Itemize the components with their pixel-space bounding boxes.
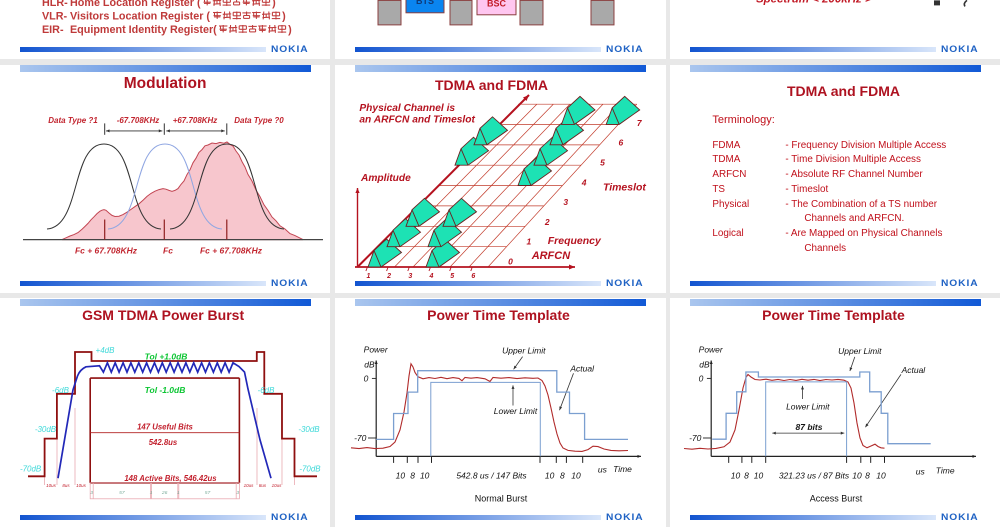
svg-text:an ARFCN and Timeslot: an ARFCN and Timeslot xyxy=(360,114,476,125)
svg-text:Equipment Identity Register(: Equipment Identity Register( xyxy=(70,24,217,36)
svg-text:542.8 us / 147 Bits: 542.8 us / 147 Bits xyxy=(457,471,528,481)
svg-text:3: 3 xyxy=(90,490,93,496)
svg-text:dB: dB xyxy=(365,360,376,370)
svg-text:dB: dB xyxy=(700,360,711,370)
svg-text:0: 0 xyxy=(699,374,704,384)
svg-text:Home Location Register (: Home Location Register ( xyxy=(70,0,201,9)
svg-text:10: 10 xyxy=(853,471,863,481)
svg-text:VLR-: VLR- xyxy=(42,10,68,22)
svg-text:-6dB: -6dB xyxy=(52,386,70,395)
svg-text:Frequency: Frequency xyxy=(548,235,602,246)
svg-text:5: 5 xyxy=(601,157,606,167)
svg-text:8: 8 xyxy=(745,471,750,481)
svg-text:Access Burst: Access Burst xyxy=(810,494,863,504)
svg-text:4: 4 xyxy=(429,273,434,280)
svg-text:10: 10 xyxy=(731,471,741,481)
svg-text:Lower Limit: Lower Limit xyxy=(494,406,538,416)
svg-text:8: 8 xyxy=(866,471,871,481)
svg-text:57: 57 xyxy=(205,490,211,496)
svg-text:10: 10 xyxy=(396,471,406,481)
svg-text:10us: 10us xyxy=(244,483,254,488)
svg-text:1: 1 xyxy=(367,273,371,280)
svg-text:542.8us: 542.8us xyxy=(149,438,178,447)
svg-text:321.23 us / 87 Bits: 321.23 us / 87 Bits xyxy=(779,471,850,481)
svg-text:HLR-: HLR- xyxy=(42,0,68,9)
svg-text:Tol +1.0dB: Tol +1.0dB xyxy=(145,352,188,362)
svg-text:26: 26 xyxy=(161,490,168,496)
svg-text:6: 6 xyxy=(472,273,476,280)
svg-text:87 bits: 87 bits xyxy=(796,423,823,433)
svg-text:10: 10 xyxy=(420,471,430,481)
svg-text:148 Active Bits, 546.42us: 148 Active Bits, 546.42us xyxy=(124,474,217,483)
svg-text:Fc + 67.708KHz: Fc + 67.708KHz xyxy=(75,245,138,255)
svg-text:Upper Limit: Upper Limit xyxy=(502,346,546,356)
svg-text:Time: Time xyxy=(613,464,632,474)
svg-text:4: 4 xyxy=(581,177,587,187)
svg-text:-30dB: -30dB xyxy=(35,425,57,434)
svg-text:0: 0 xyxy=(364,374,369,384)
svg-text:Normal Burst: Normal Burst xyxy=(475,494,528,504)
svg-text:1: 1 xyxy=(150,490,153,496)
svg-text:2: 2 xyxy=(544,216,550,226)
svg-text:147 Useful Bits: 147 Useful Bits xyxy=(137,423,193,432)
svg-text:-70: -70 xyxy=(689,433,702,443)
svg-text:+67.708KHz: +67.708KHz xyxy=(173,116,218,125)
svg-text:8: 8 xyxy=(560,471,565,481)
svg-text:1: 1 xyxy=(177,490,180,496)
svg-text:10us: 10us xyxy=(76,483,86,488)
svg-text:10us: 10us xyxy=(272,483,282,488)
svg-text:1: 1 xyxy=(527,236,532,246)
svg-text:0: 0 xyxy=(509,256,514,266)
svg-text:8us: 8us xyxy=(62,483,70,488)
svg-text:10: 10 xyxy=(572,471,582,481)
svg-text:10us: 10us xyxy=(46,483,56,488)
svg-text:Data Type ?0: Data Type ?0 xyxy=(234,116,284,125)
svg-text:-70dB: -70dB xyxy=(299,465,321,474)
svg-text:): ) xyxy=(282,10,286,22)
svg-text:Physical Channel is: Physical Channel is xyxy=(360,103,456,114)
svg-text:8: 8 xyxy=(411,471,416,481)
svg-text:ARFCN: ARFCN xyxy=(531,249,572,261)
svg-text:Fc + 67.708KHz: Fc + 67.708KHz xyxy=(200,245,263,255)
svg-text:Power: Power xyxy=(699,345,724,355)
svg-text:BTS: BTS xyxy=(416,0,434,6)
svg-text:us: us xyxy=(916,467,926,477)
svg-text:8us: 8us xyxy=(259,483,267,488)
svg-text:10: 10 xyxy=(545,471,555,481)
svg-text:3: 3 xyxy=(564,197,569,207)
svg-text:Amplitude: Amplitude xyxy=(360,172,411,183)
svg-text:2: 2 xyxy=(387,273,392,280)
svg-text:10: 10 xyxy=(754,471,764,481)
svg-text:-70: -70 xyxy=(354,433,367,443)
svg-text:Actual: Actual xyxy=(901,365,927,375)
svg-text:57: 57 xyxy=(119,490,125,496)
svg-text:-70dB: -70dB xyxy=(20,465,42,474)
svg-text:10: 10 xyxy=(877,471,887,481)
svg-text:6: 6 xyxy=(619,137,624,147)
svg-text:5: 5 xyxy=(451,273,455,280)
svg-text:BSC: BSC xyxy=(487,0,506,8)
svg-text:3: 3 xyxy=(236,490,239,496)
svg-text:us: us xyxy=(598,465,608,475)
svg-text:Tol -1.0dB: Tol -1.0dB xyxy=(145,386,186,396)
svg-text:Data Type ?1: Data Type ?1 xyxy=(48,116,98,125)
svg-text:Actual: Actual xyxy=(570,364,596,374)
svg-text:Timeslot: Timeslot xyxy=(603,182,646,193)
svg-text:Fc: Fc xyxy=(163,245,173,255)
svg-text:Time: Time xyxy=(936,466,955,476)
svg-text:): ) xyxy=(288,24,292,36)
svg-text:EIR-: EIR- xyxy=(42,24,64,36)
svg-text:): ) xyxy=(272,0,276,9)
svg-text:Power: Power xyxy=(364,345,389,355)
svg-text:+4dB: +4dB xyxy=(96,346,116,355)
svg-text:7: 7 xyxy=(637,117,643,127)
svg-text:-6dB: -6dB xyxy=(258,386,276,395)
svg-text:Spectrum < 200kHz >: Spectrum < 200kHz > xyxy=(756,0,872,5)
svg-text:-67.708KHz: -67.708KHz xyxy=(117,116,160,125)
svg-text:3: 3 xyxy=(409,273,413,280)
svg-text:Visitors Location Register (: Visitors Location Register ( xyxy=(70,10,210,22)
svg-text:Upper Limit: Upper Limit xyxy=(838,347,882,357)
svg-text:Lower Limit: Lower Limit xyxy=(786,402,830,412)
svg-text:-30dB: -30dB xyxy=(298,425,320,434)
